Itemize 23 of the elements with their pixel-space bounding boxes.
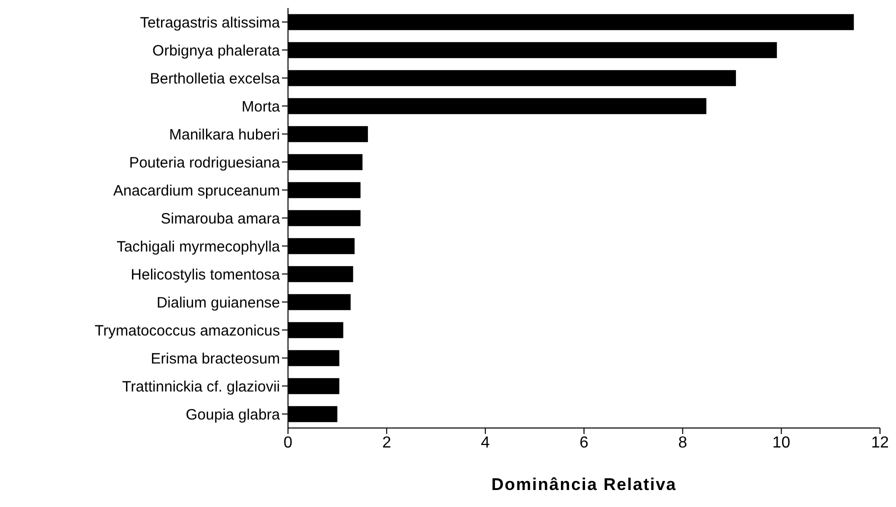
y-tick-label: Trymatococcus amazonicus: [94, 322, 280, 340]
y-tick-label: Anacardium spruceanum: [113, 182, 280, 200]
y-tick-label: Manilkara huberi: [169, 126, 280, 144]
y-tick-label: Trattinnickia cf. glaziovii: [122, 378, 280, 396]
y-tick-label: Dialium guianense: [156, 294, 280, 312]
x-tick-label: 0: [284, 434, 293, 452]
y-tick-label: Tetragastris altissima: [140, 14, 281, 32]
y-tick-label: Bertholletia excelsa: [150, 70, 281, 88]
x-tick-label: 12: [871, 434, 889, 452]
x-tick-label: 6: [580, 434, 589, 452]
x-tick-label: 2: [382, 434, 392, 452]
x-tick-label: 10: [772, 434, 790, 452]
y-tick-label: Morta: [242, 98, 281, 116]
x-axis-title: Dominância Relativa: [491, 475, 677, 494]
y-tick-label: Simarouba amara: [160, 210, 281, 228]
y-tick-label: Orbignya phalerata: [152, 42, 281, 60]
x-tick-label: 8: [678, 434, 688, 452]
y-tick-label: Tachigali myrmecophylla: [116, 238, 281, 256]
y-tick-label: Helicostylis tomentosa: [130, 266, 281, 284]
y-tick-label: Erisma bracteosum: [150, 350, 280, 368]
y-tick-label: Goupia glabra: [186, 406, 281, 424]
x-tick-label: 4: [480, 434, 490, 452]
y-tick-label: Pouteria rodriguesiana: [129, 154, 281, 172]
